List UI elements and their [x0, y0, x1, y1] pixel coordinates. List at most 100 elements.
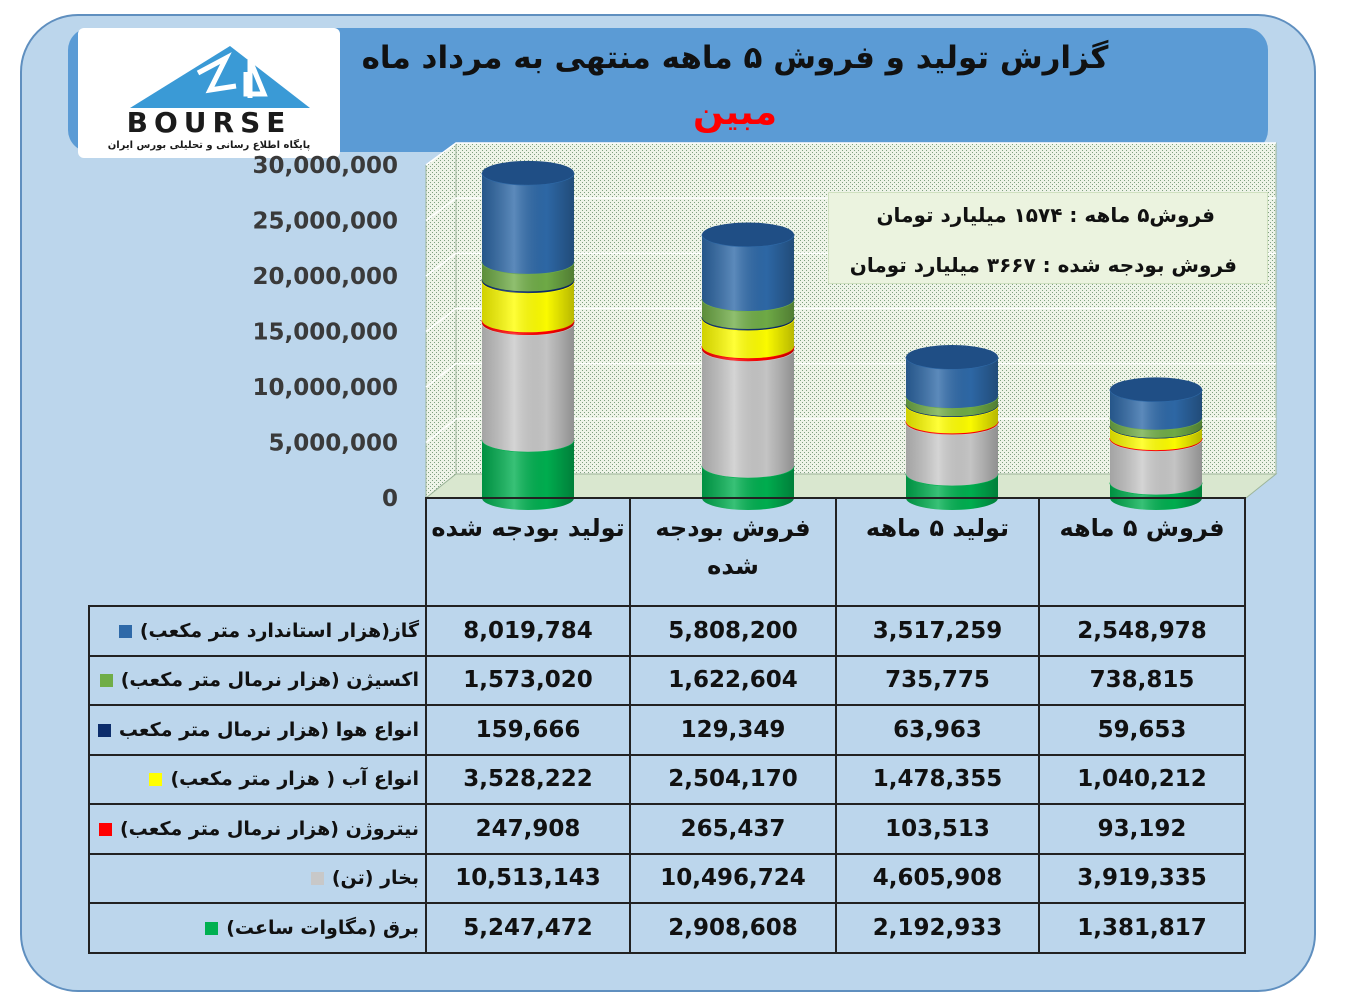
value-cell: 1,381,817 [1038, 902, 1246, 954]
value-cell: 2,192,933 [835, 902, 1040, 954]
bar-segment-shading [906, 404, 998, 434]
bar-segment-shading [702, 299, 794, 330]
series-name: بخار (تن) [331, 867, 419, 890]
value-cell: 1,040,212 [1038, 753, 1246, 805]
value-cell: 5,808,200 [629, 605, 837, 657]
series-name: نیتروژن (هزار نرمال متر مکعب) [119, 817, 419, 840]
bar-segment-shading [1110, 426, 1202, 451]
data-table: تولید بودجه شده فروش بودجه شده تولید ۵ ماه… [88, 497, 1246, 954]
y-tick-label: 20,000,000 [252, 264, 398, 290]
legend-swatch-icon [205, 921, 219, 935]
gridline [425, 362, 1276, 388]
legend-swatch-icon [98, 822, 112, 836]
value-cell: 8,019,784 [425, 605, 631, 657]
value-cell: 735,775 [835, 654, 1040, 706]
value-cell: 1,573,020 [425, 654, 631, 706]
table-row: نیتروژن (هزار نرمال متر مکعب) 247,908 265,… [88, 803, 1246, 855]
y-axis: 0 5,000,000 10,000,000 15,000,000 20,000,000… [252, 153, 398, 512]
five-month-sales-text: فروش۵ ماهه : ۱۵۷۴ میلیارد تومان [876, 203, 1215, 227]
value-cell: 738,815 [1038, 654, 1246, 706]
bar-top-cap [906, 345, 998, 370]
bar-segment-shading [702, 349, 794, 478]
value-cell: 10,496,724 [629, 852, 837, 904]
value-cell: 3,528,222 [425, 753, 631, 805]
company-name: مبین [692, 92, 778, 133]
bar-stack [701, 222, 795, 510]
value-cell: 10,513,143 [425, 852, 631, 904]
y-tick-label: 15,000,000 [252, 320, 398, 346]
bar-segment-shading [482, 281, 574, 333]
logo-text: BOURSE [126, 106, 292, 139]
sales-summary-box: فروش۵ ماهه : ۱۵۷۴ میلیارد تومان فروش بود… [828, 192, 1268, 284]
y-tick-label: 10,000,000 [252, 375, 398, 401]
category-header: تولید بودجه شده [425, 497, 631, 607]
value-cell: 2,504,170 [629, 753, 837, 805]
bar-segment-shading [702, 346, 794, 362]
series-name: برق (مگاوات ساعت) [226, 916, 419, 939]
series-name: گاز(هزار استاندارد متر مکعب) [139, 619, 419, 642]
table-row: اکسیژن (هزار نرمال متر مکعب) 1,573,020 1,6… [88, 654, 1246, 706]
gridline [425, 307, 1276, 333]
value-cell: 1,622,604 [629, 654, 837, 706]
bar-segment-shading [1110, 389, 1202, 430]
bar-segment-shading [482, 439, 574, 510]
y-tick-label: 25,000,000 [252, 209, 398, 235]
value-cell: 3,517,259 [835, 605, 1040, 657]
table-row: گاز(هزار استاندارد متر مکعب) 8,019,784 5,8… [88, 605, 1246, 657]
bar-segment-shading [1110, 417, 1202, 438]
legend-label: اکسیژن (هزار نرمال متر مکعب) [88, 654, 427, 706]
y-tick-label: 5,000,000 [269, 431, 399, 457]
bourse24-logo: BOURSE پایگاه اطلاع رسانی و تحلیلی بورس … [78, 28, 340, 158]
value-cell: 3,919,335 [1038, 852, 1246, 904]
value-cell: 159,666 [425, 704, 631, 756]
table-header-row: تولید بودجه شده فروش بودجه شده تولید ۵ ماه… [89, 497, 1246, 607]
page-title: گزارش تولید و فروش ۵ ماهه منتهی به مرداد… [361, 40, 1109, 76]
legend-label: برق (مگاوات ساعت) [88, 902, 427, 954]
value-cell: 265,437 [629, 803, 837, 855]
bar-top-cap [1110, 377, 1202, 402]
legend-label: انواع آب ( هزار متر مکعب) [88, 753, 427, 805]
legend-swatch-icon [149, 773, 163, 787]
table-row: انواع هوا (هزار نرمال متر مکعب 159,666 129… [88, 704, 1246, 756]
table-corner [89, 498, 426, 606]
bar-segment-shading [906, 422, 998, 486]
bar-segment-shading [482, 320, 574, 336]
value-cell: 129,349 [629, 704, 837, 756]
legend-swatch-icon [310, 872, 324, 886]
bar-segment-shading [906, 357, 998, 409]
category-header: فروش ۵ ماهه [1038, 497, 1246, 607]
value-cell: 103,513 [835, 803, 1040, 855]
y-tick-label: 30,000,000 [252, 153, 398, 179]
series-name: انواع آب ( هزار متر مکعب) [170, 768, 419, 791]
legend-label: بخار (تن) [88, 852, 427, 904]
category-header: فروش بودجه شده [629, 497, 837, 607]
bar-segment-shading [482, 172, 574, 274]
value-cell: 1,478,355 [835, 753, 1040, 805]
bar-segment-shading [702, 318, 794, 359]
bar-stack [905, 345, 999, 510]
category-header: تولید ۵ ماهه [835, 497, 1040, 607]
bar-top-cap [702, 222, 794, 247]
legend-label: گاز(هزار استاندارد متر مکعب) [88, 605, 427, 657]
legend-swatch-icon [118, 624, 132, 638]
bar-segment-shading [702, 234, 794, 312]
value-cell: 2,908,608 [629, 902, 837, 954]
series-name: انواع هوا (هزار نرمال متر مکعب [118, 718, 419, 741]
bar-segment-shading [482, 261, 574, 292]
bar-segment-shading [482, 323, 574, 452]
legend-swatch-icon [97, 723, 111, 737]
value-cell: 59,653 [1038, 704, 1246, 756]
value-cell: 4,605,908 [835, 852, 1040, 904]
bar-stack [481, 160, 575, 510]
legend-label: نیتروژن (هزار نرمال متر مکعب) [88, 803, 427, 855]
bar-segment-shading [906, 396, 998, 417]
table-row: انواع آب ( هزار متر مکعب) 3,528,222 2,504,… [88, 753, 1246, 805]
gridline [425, 142, 1276, 166]
value-cell: 5,247,472 [425, 902, 631, 954]
bar-top-cap [482, 160, 574, 185]
logo-tagline: پایگاه اطلاع رسانی و تحلیلی بورس ایران [107, 140, 311, 151]
budgeted-sales-text: فروش بودجه شده : ۳۶۶۷ میلیارد تومان [849, 253, 1237, 277]
value-cell: 247,908 [425, 803, 631, 855]
value-cell: 2,548,978 [1038, 605, 1246, 657]
logo-triangle-icon [130, 46, 310, 108]
